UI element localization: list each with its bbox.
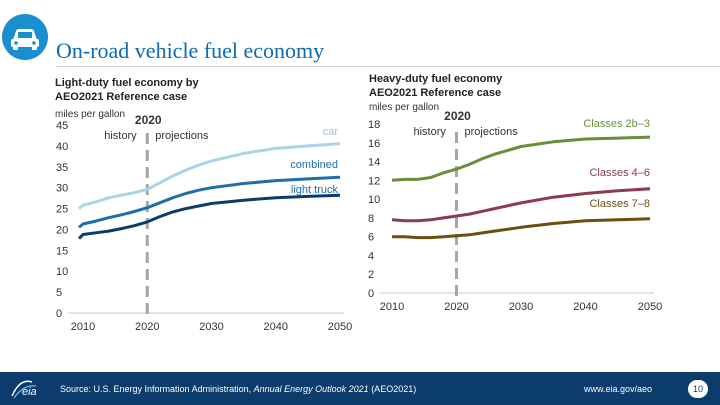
website-link[interactable]: www.eia.gov/aeo xyxy=(584,384,653,394)
series-label-car: car xyxy=(323,126,339,138)
right-unit-label: miles per gallon xyxy=(369,102,440,113)
series-label-classes-4-6: Classes 4–6 xyxy=(589,167,650,179)
y-tick-label: 0 xyxy=(56,308,62,320)
y-tick-label: 12 xyxy=(368,175,380,187)
y-tick-label: 30 xyxy=(56,183,68,195)
left-unit-label: miles per gallon xyxy=(55,109,126,120)
source-prefix: Source: U.S. Energy Information Administ… xyxy=(60,384,254,394)
y-tick-label: 15 xyxy=(56,245,68,257)
heavy-duty-chart: 0 2 4 6 8 10 12 14 16 18 2010 2020 2030 2040 2050 2020 h… xyxy=(368,109,662,313)
y-tick-label: 10 xyxy=(368,194,380,206)
y-tick-label: 18 xyxy=(368,119,380,131)
y-tick-label: 8 xyxy=(368,213,374,225)
y-tick-label: 16 xyxy=(368,138,380,150)
y-tick-label: 10 xyxy=(56,266,68,278)
series-label-classes-7-8: Classes 7–8 xyxy=(589,198,650,210)
page-title: On-road vehicle fuel economy xyxy=(56,38,325,63)
projections-label: projections xyxy=(465,126,519,138)
left-chart-title: Light-duty fuel economy by AEO2021 Refer… xyxy=(55,76,199,104)
series-line-combined xyxy=(78,175,341,229)
divider-year-label: 2020 xyxy=(135,113,162,127)
y-tick-label: 25 xyxy=(56,204,68,216)
y-tick-label: 35 xyxy=(56,162,68,174)
x-tick-label: 2010 xyxy=(71,321,95,333)
y-tick-label: 4 xyxy=(368,250,374,262)
eia-logo-text: eia xyxy=(22,386,37,398)
x-tick-label: 2020 xyxy=(444,301,468,313)
y-tick-label: 20 xyxy=(56,224,68,236)
y-tick-label: 5 xyxy=(56,287,62,299)
y-tick-label: 14 xyxy=(368,157,380,169)
x-tick-label: 2030 xyxy=(199,321,223,333)
series-line-car xyxy=(78,142,341,210)
history-label: history xyxy=(104,130,137,142)
series-line-classes-4-6 xyxy=(391,187,651,223)
source-note: Source: U.S. Energy Information Administ… xyxy=(60,384,416,394)
source-publication: Annual Energy Outlook 2021 xyxy=(253,384,369,394)
title-badge xyxy=(2,14,48,60)
x-tick-label: 2050 xyxy=(638,301,662,313)
series-label-combined: combined xyxy=(290,159,338,171)
eia-logo: eia xyxy=(8,376,48,400)
source-suffix: (AEO2021) xyxy=(368,384,417,394)
right-chart-title-line1: Heavy-duty fuel economy xyxy=(369,73,503,85)
right-chart-title-line2: AEO2021 Reference case xyxy=(369,87,502,99)
y-tick-label: 45 xyxy=(56,120,68,132)
x-tick-label: 2020 xyxy=(135,321,159,333)
left-chart-title-line1: Light-duty fuel economy by xyxy=(55,77,199,89)
series-label-classes-2b-3: Classes 2b–3 xyxy=(583,118,650,130)
page-number: 10 xyxy=(688,380,708,398)
x-tick-label: 2040 xyxy=(264,321,288,333)
left-chart-title-line2: AEO2021 Reference case xyxy=(55,91,188,103)
light-duty-chart: 0 5 10 15 20 25 30 35 40 45 2010 2020 2030 2040 2050 20… xyxy=(56,113,352,333)
x-tick-label: 2050 xyxy=(328,321,352,333)
series-label-light-truck: light truck xyxy=(291,184,339,196)
x-tick-label: 2030 xyxy=(509,301,533,313)
y-tick-label: 0 xyxy=(368,288,374,300)
y-tick-label: 2 xyxy=(368,269,374,281)
eia-logo-mark: eia xyxy=(11,380,37,399)
title-divider xyxy=(56,66,720,67)
footer-bar xyxy=(0,372,720,405)
y-tick-label: 6 xyxy=(368,232,374,244)
x-tick-label: 2010 xyxy=(380,301,404,313)
projections-label: projections xyxy=(155,130,209,142)
series-line-light-truck xyxy=(77,193,341,240)
history-label: history xyxy=(414,126,447,138)
series-line-classes-7-8 xyxy=(392,217,651,240)
y-tick-label: 40 xyxy=(56,141,68,153)
divider-year-label: 2020 xyxy=(444,109,471,123)
car-icon xyxy=(11,29,39,50)
right-chart-title: Heavy-duty fuel economy AEO2021 Referenc… xyxy=(369,72,502,100)
series-line-classes-2b-3 xyxy=(391,135,651,182)
x-tick-label: 2040 xyxy=(573,301,597,313)
